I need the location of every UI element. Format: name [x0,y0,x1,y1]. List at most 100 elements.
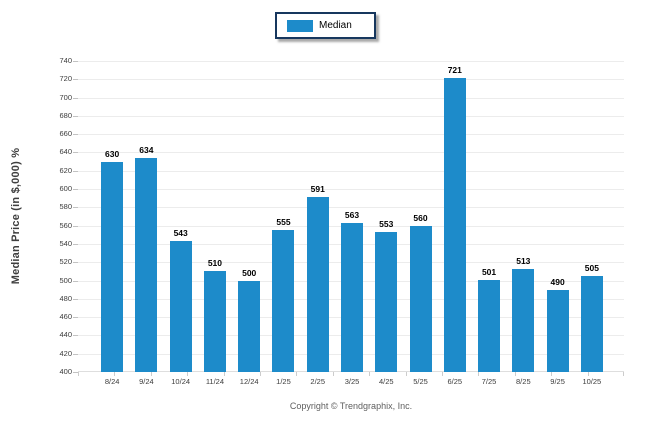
copyright-text: Copyright © Trendgraphix, Inc. [289,401,413,411]
bar-1-25 [272,230,295,372]
bar-slot: 555 [266,61,300,372]
y-tick-mark [73,317,78,319]
y-tick-label: 600 [59,184,72,194]
bar-value-label: 500 [242,267,257,278]
bar-slot: 501 [472,61,506,372]
legend-label: Median [319,20,352,31]
y-tick-label: 580 [59,202,72,212]
x-tick-label: 12/24 [239,377,259,386]
bar-3-25 [340,222,363,372]
bar-slot: 490 [540,61,574,372]
bar-slot: 505 [575,61,609,372]
bar-slot: 634 [129,61,163,372]
x-tick-mark [442,372,443,376]
x-tick-label: 2/25 [310,377,326,386]
y-tick-label: 540 [59,238,72,248]
gridline [78,134,624,136]
x-tick-mark [551,372,553,376]
bar-10-25 [580,275,603,372]
bar-value-label: 510 [207,258,223,269]
y-tick-mark [73,152,78,154]
y-tick-mark [73,335,78,337]
bar-10-24 [169,241,192,372]
bar-value-label: 501 [481,266,497,277]
x-tick-mark [478,372,480,376]
y-tick-mark [73,298,78,300]
bar-value-label: 591 [310,184,325,195]
y-tick-label: 480 [59,293,72,303]
y-tick-label: 720 [59,74,72,84]
y-tick-label: 420 [59,348,72,358]
y-tick-label: 400 [59,367,72,376]
bar-9-24 [135,157,158,372]
bar-slot: 560 [403,61,437,372]
y-tick-label: 740 [59,56,72,65]
x-tick-mark [260,372,261,376]
y-tick-mark [73,262,78,264]
gridline [78,207,624,209]
bar-5-25 [409,225,432,372]
gridline [78,97,624,99]
y-tick-label: 680 [59,110,72,120]
x-tick-mark [150,372,152,376]
x-tick-mark [405,372,407,376]
bar-value-label: 513 [516,255,531,266]
y-tick-label: 640 [59,147,72,157]
bar-slot: 591 [301,61,335,372]
bar-slot: 553 [369,61,403,372]
legend: Median [275,12,376,39]
x-tick-label: 5/25 [413,377,428,386]
plot-area: 630 634 543 510 500 555 591 563 553 560 721 501 513 4… [78,61,624,376]
y-tick-mark [73,97,78,99]
y-tick-mark [73,243,78,245]
x-tick-label: 3/25 [344,377,360,386]
x-tick-mark [78,372,79,376]
x-tick-mark [332,372,334,376]
bar-2-25 [306,197,329,372]
x-tick-label: 9/25 [550,377,565,386]
legend-swatch-icon [287,19,313,32]
y-tick-mark [73,79,78,81]
bar-11-24 [203,271,226,372]
x-tick-label: 1/25 [276,377,291,386]
y-tick-mark [73,353,78,355]
x-tick-mark [114,372,116,376]
bar-slot: 630 [95,61,129,372]
x-tick-label: 8/24 [104,377,120,386]
x-tick-label: 11/24 [205,377,225,386]
x-tick-mark [369,372,371,376]
x-tick-label: 6/25 [447,377,463,386]
y-tick-mark [73,225,78,227]
y-tick-mark [73,61,78,62]
x-tick-label: 7/25 [481,377,497,386]
bar-value-label: 555 [276,217,291,228]
y-axis-ticks: 400 420 440 460 480 500 520 540 560 580 600 620 640 6… [0,56,78,376]
gridline [78,115,624,117]
x-axis-labels: 8/24 9/24 10/24 11/24 12/24 1/25 2/25 3/25 4/25 5… [95,377,609,386]
y-tick-label: 660 [59,129,72,139]
bar-8-25 [512,268,535,372]
y-tick-label: 440 [59,330,72,340]
gridline [78,79,624,81]
gridline [78,189,624,191]
bar-value-label: 634 [139,144,154,155]
y-tick-mark [73,280,78,282]
bar-slot: 543 [164,61,198,372]
gridline [78,170,624,172]
bar-value-label: 563 [344,209,360,220]
bar-value-label: 560 [413,212,428,223]
x-tick-mark [514,372,516,376]
y-tick-mark [73,207,78,209]
y-tick-mark [73,372,78,373]
x-tick-label: 10/25 [582,377,602,386]
bar-9-25 [546,289,569,372]
bar-6-25 [443,78,466,372]
bar-slot: 563 [335,61,369,372]
y-tick-label: 560 [59,220,72,230]
bar-slot: 500 [232,61,266,372]
bar-slot: 721 [438,61,472,372]
x-tick-label: 8/25 [516,377,531,386]
x-tick-mark [587,372,589,376]
y-tick-label: 460 [59,312,72,322]
